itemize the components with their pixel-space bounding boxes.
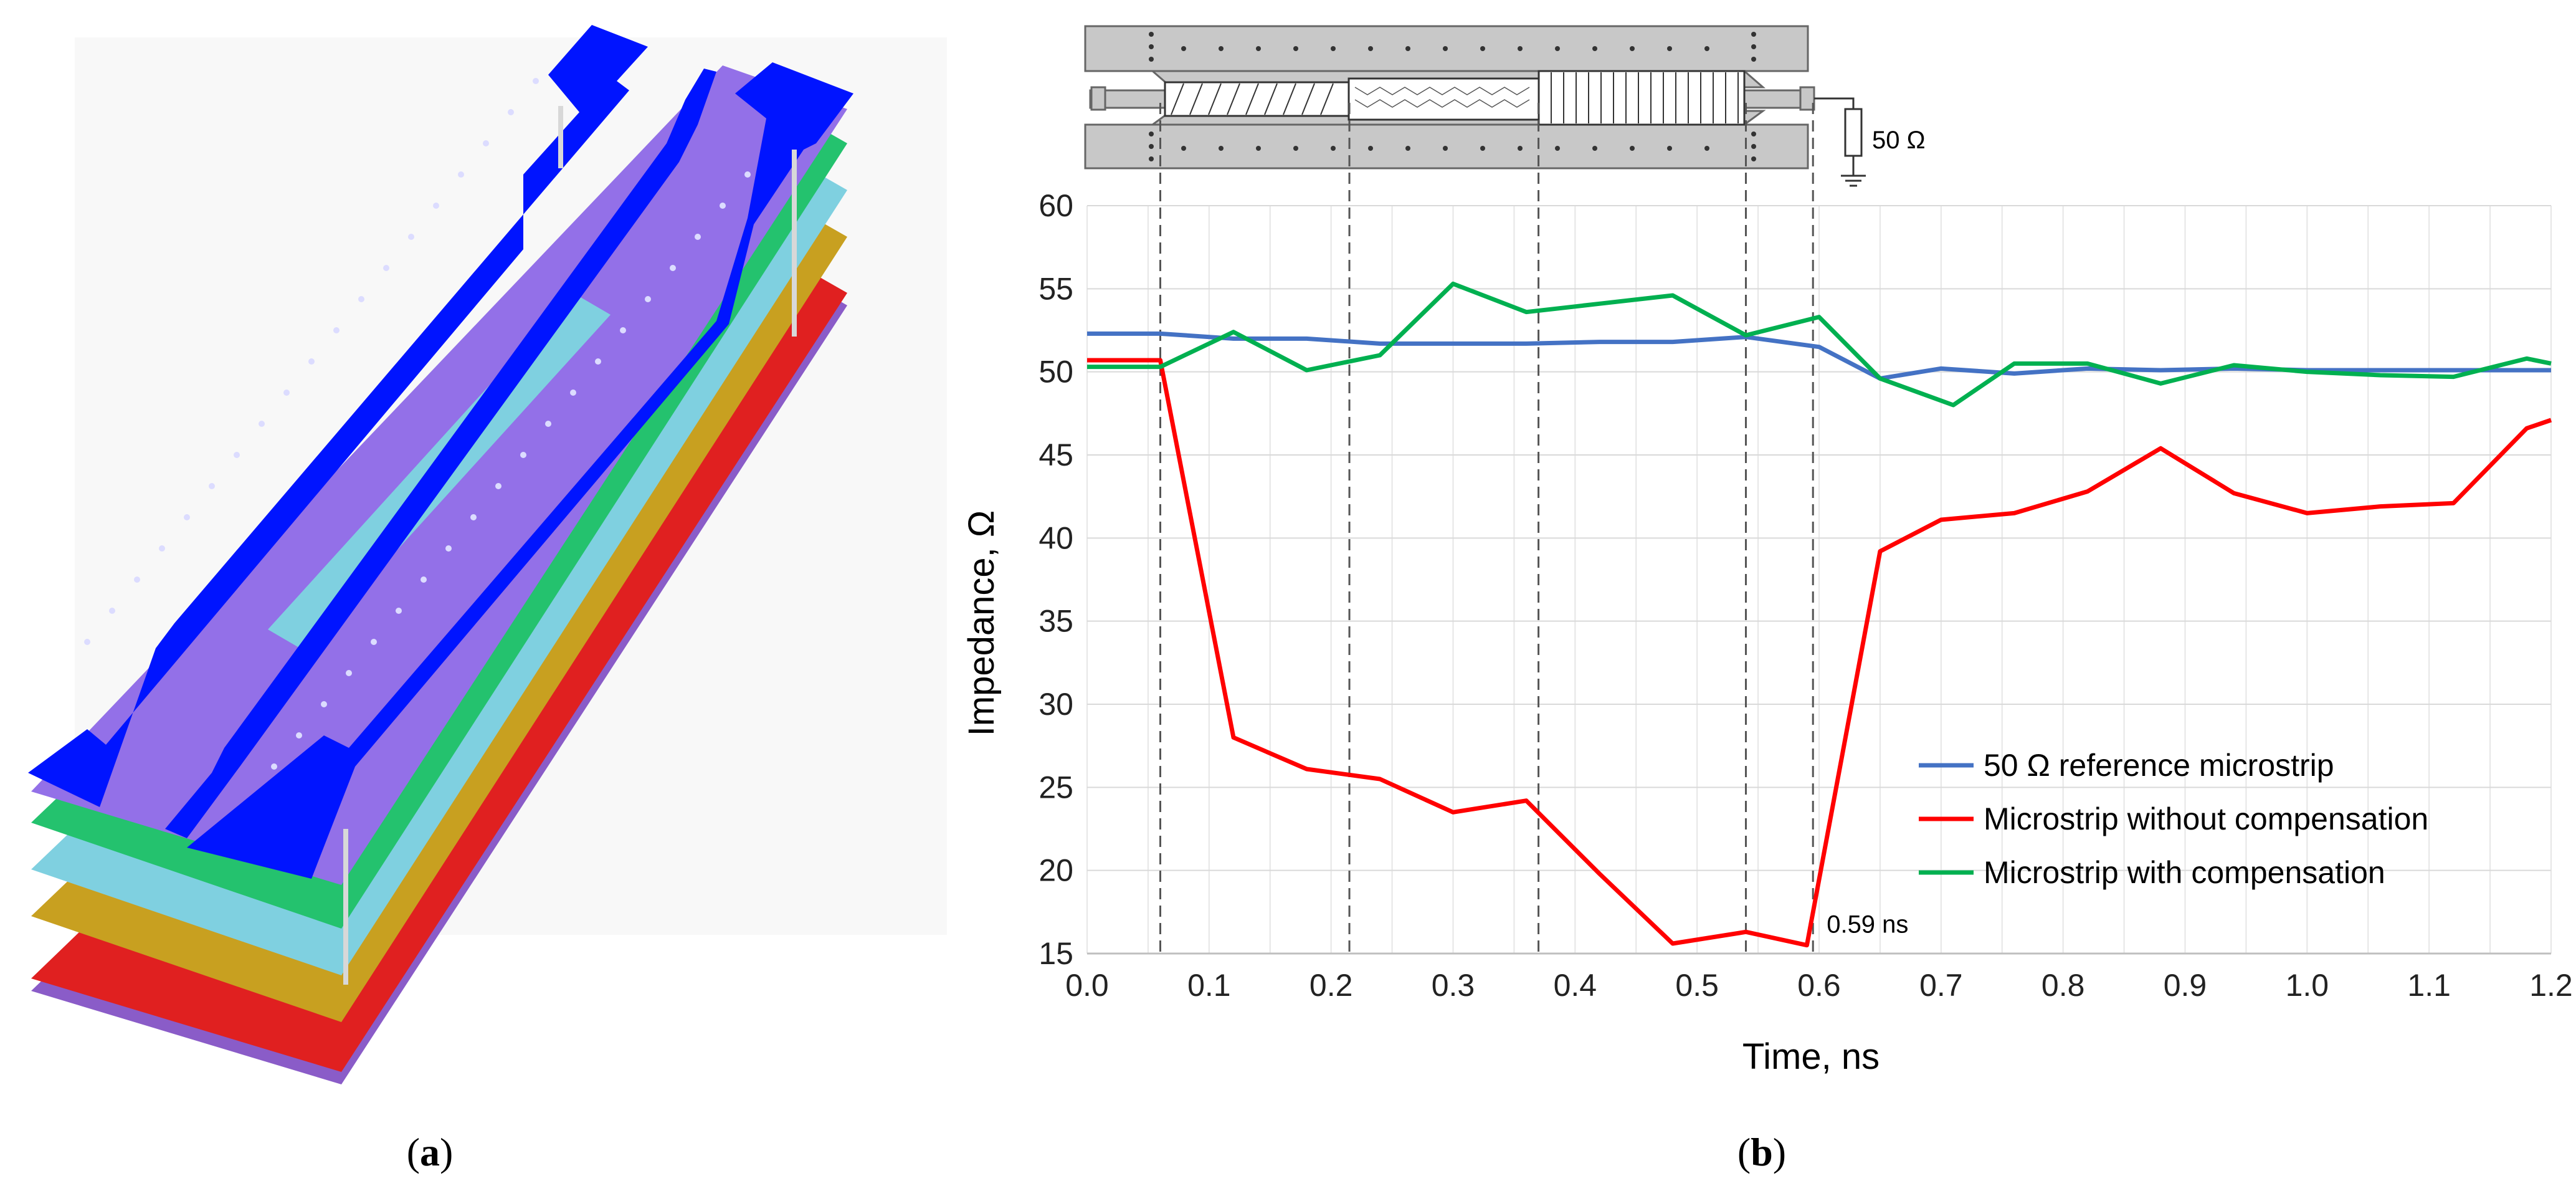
x-tick-label: 1.0 — [2286, 968, 2329, 1003]
series-lines — [1087, 281, 2552, 948]
legend-label: Microstrip with compensation — [1984, 855, 2385, 890]
section-hatching — [1171, 72, 1739, 123]
x-tick-label: 0.6 — [1797, 968, 1841, 1003]
section-3 — [1538, 70, 1746, 126]
y-tick-label: 35 — [1038, 604, 1073, 639]
microstrip-schematic: 50 Ω — [1084, 25, 1926, 187]
x-tick-label: 0.2 — [1309, 968, 1353, 1003]
y-tick-label: 55 — [1038, 271, 1073, 306]
x-tick-label: 1.1 — [2407, 968, 2451, 1003]
x-tick-label: 0.8 — [2041, 968, 2085, 1003]
section-crosshatch — [1354, 87, 1530, 108]
pcb-3d-stack — [28, 25, 947, 1084]
annotation-label: 0.59 ns — [1827, 911, 1908, 939]
section-2 — [1347, 77, 1540, 121]
y-tick-label: 25 — [1038, 770, 1073, 805]
legend-label: 50 Ω reference microstrip — [1984, 748, 2334, 783]
series-line-1 — [1087, 331, 2551, 381]
via-dots — [84, 78, 751, 770]
impedance-chart: 0.0 0.1 0.2 0.3 0.4 0.5 0.6 0.7 0.8 0.9 1.0 1.1 1.2 … — [961, 103, 2573, 1077]
top-ground-left — [28, 25, 648, 807]
x-tick-label: 0.4 — [1554, 968, 1597, 1003]
y-tick-label: 50 — [1038, 355, 1073, 390]
series-line-3 — [1087, 281, 2552, 408]
y-tick-label: 60 — [1038, 188, 1073, 223]
y-tick-label: 30 — [1038, 687, 1073, 722]
port-right — [1799, 86, 1815, 111]
grid — [1086, 205, 2552, 955]
x-tick-label: 0.0 — [1065, 968, 1109, 1003]
caption-a: (a) — [407, 1130, 454, 1174]
resistor-label: 50 Ω — [1872, 127, 1926, 154]
x-tick-label: 0.1 — [1187, 968, 1231, 1003]
termination-resistor — [1844, 108, 1863, 157]
series-line-2 — [1087, 358, 2552, 948]
y-tick-label: 20 — [1038, 853, 1073, 888]
termination-wire — [1814, 97, 1855, 109]
caption-b: (b) — [1737, 1130, 1786, 1174]
x-tick-labels: 0.0 0.1 0.2 0.3 0.4 0.5 0.6 0.7 0.8 0.9 1.0 1.1 1.2 — [1065, 968, 2573, 1003]
port-left — [1090, 86, 1106, 111]
y-tick-label: 15 — [1038, 936, 1073, 971]
y-tick-labels: 15 20 25 30 35 40 45 50 55 60 — [1038, 188, 1073, 971]
legend: 50 Ω reference microstrip Microstrip with… — [1919, 748, 2428, 890]
x-tick-label: 1.2 — [2529, 968, 2573, 1003]
x-axis-label: Time, ns — [1742, 1036, 1880, 1077]
y-tick-label: 45 — [1038, 437, 1073, 472]
x-tick-label: 0.3 — [1432, 968, 1475, 1003]
top-signal-line — [165, 69, 716, 838]
x-tick-label: 0.7 — [1919, 968, 1963, 1003]
y-tick-label: 40 — [1038, 520, 1073, 555]
via-posts — [343, 106, 797, 985]
legend-label: Microstrip without compensation — [1984, 801, 2428, 836]
x-tick-label: 0.9 — [2164, 968, 2207, 1003]
top-ground-right — [187, 62, 853, 879]
reference-dashed-lines — [1159, 103, 1814, 954]
x-tick-label: 0.5 — [1675, 968, 1719, 1003]
y-axis-label: Impedance, Ω — [961, 510, 1002, 737]
schematic-vias — [1149, 32, 1756, 161]
ground-symbol — [1841, 156, 1866, 187]
